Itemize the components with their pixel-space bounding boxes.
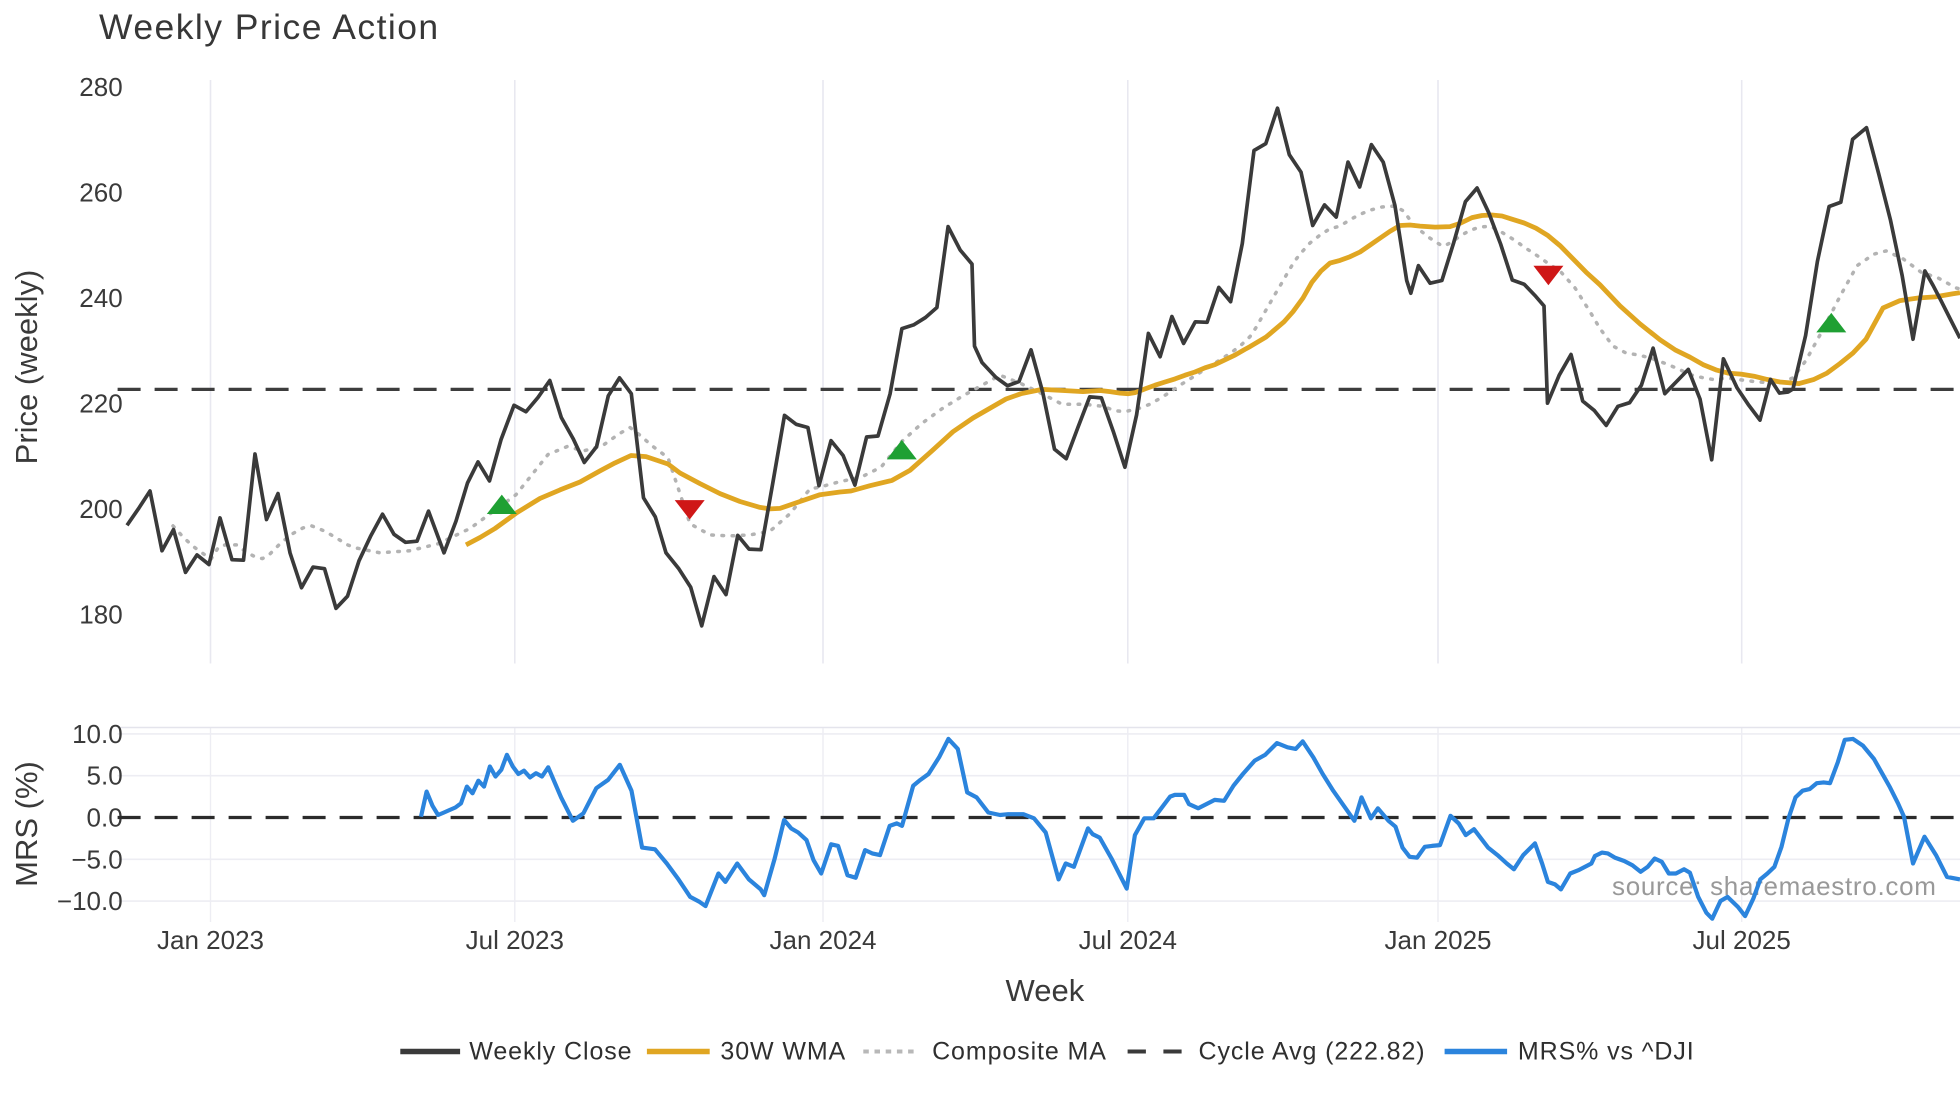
svg-text:5.0: 5.0 [87, 761, 123, 791]
svg-text:10.0: 10.0 [72, 719, 123, 749]
svg-text:180: 180 [79, 600, 122, 630]
svg-text:280: 280 [79, 72, 122, 102]
svg-text:Jul 2025: Jul 2025 [1693, 925, 1791, 955]
svg-text:Composite MA: Composite MA [932, 1038, 1107, 1066]
svg-text:Week: Week [1006, 973, 1085, 1008]
svg-text:260: 260 [79, 178, 122, 208]
svg-text:Jan 2023: Jan 2023 [157, 925, 264, 955]
svg-text:Weekly Close: Weekly Close [469, 1038, 632, 1066]
svg-text:−10.0: −10.0 [57, 886, 123, 916]
svg-text:source: sharemaestro.com: source: sharemaestro.com [1612, 871, 1937, 901]
svg-text:Jan 2025: Jan 2025 [1385, 925, 1492, 955]
svg-text:MRS (%): MRS (%) [9, 761, 44, 887]
svg-text:Jul 2024: Jul 2024 [1079, 925, 1177, 955]
svg-text:Jul 2023: Jul 2023 [466, 925, 564, 955]
svg-text:Weekly Price Action: Weekly Price Action [99, 7, 440, 47]
svg-text:Price (weekly): Price (weekly) [9, 270, 44, 465]
svg-text:MRS% vs ^DJI: MRS% vs ^DJI [1518, 1038, 1695, 1066]
svg-text:30W WMA: 30W WMA [720, 1038, 846, 1066]
svg-text:Jan 2024: Jan 2024 [770, 925, 877, 955]
svg-text:0.0: 0.0 [87, 803, 123, 833]
svg-text:Cycle Avg (222.82): Cycle Avg (222.82) [1199, 1038, 1426, 1066]
svg-text:220: 220 [79, 389, 122, 419]
svg-text:240: 240 [79, 283, 122, 313]
svg-text:200: 200 [79, 494, 122, 524]
svg-text:−5.0: −5.0 [71, 844, 122, 874]
